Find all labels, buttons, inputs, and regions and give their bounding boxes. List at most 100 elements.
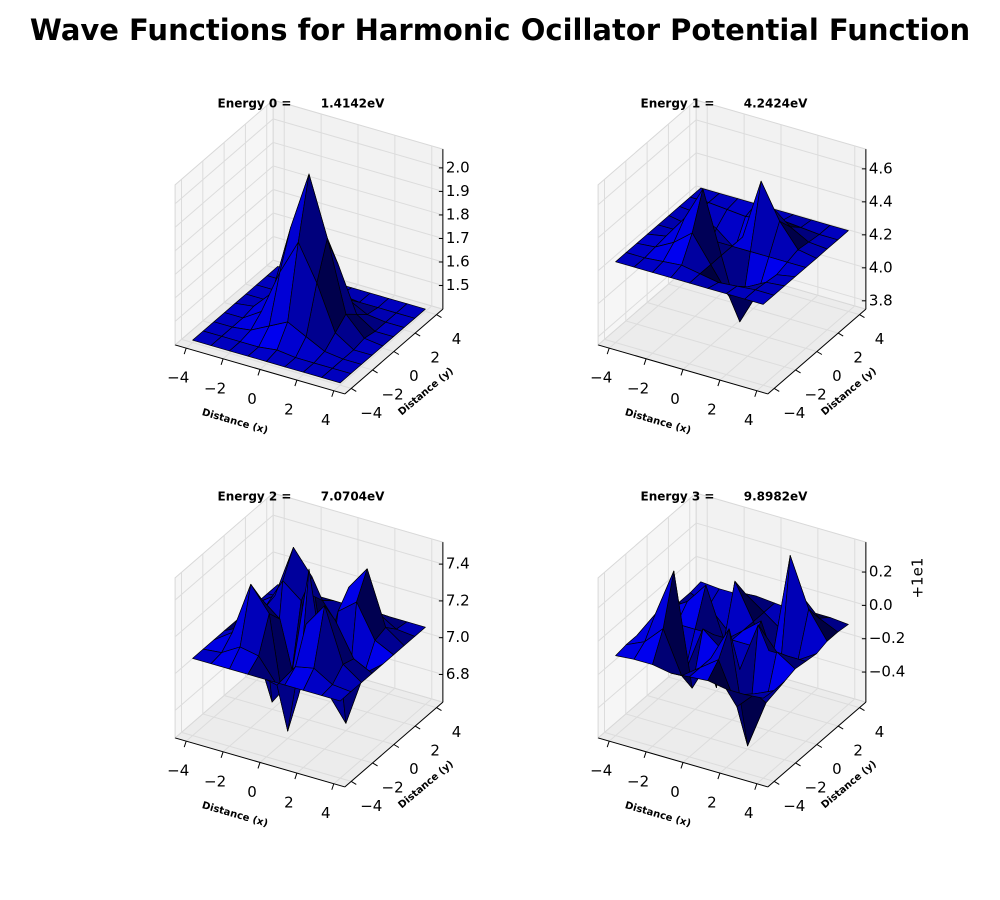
y-tick <box>414 725 421 730</box>
z-tick-label: 7.0 <box>446 628 470 646</box>
y-tick <box>436 707 442 712</box>
grid-line <box>597 152 697 239</box>
x-tick <box>294 379 298 387</box>
z-offset-label: +1e1 <box>908 558 926 599</box>
x-tick-label: −4 <box>590 762 612 780</box>
grid-line <box>695 152 867 203</box>
y-tick-label: −4 <box>783 797 805 815</box>
x-axis-label: Distance (x) <box>201 800 270 829</box>
x-tick-label: −4 <box>167 762 189 780</box>
z-tick-label: 1.7 <box>446 229 470 247</box>
z-tick-label: 4.0 <box>869 258 893 276</box>
grid-line <box>174 236 274 322</box>
x-tick-label: 2 <box>284 794 294 812</box>
y-tick <box>816 744 823 748</box>
x-tick <box>183 740 187 748</box>
y-tick-label: 4 <box>875 330 885 348</box>
x-tick <box>257 762 261 769</box>
y-tick <box>837 332 844 337</box>
grid-line <box>668 283 839 334</box>
z-tick-label: 7.4 <box>446 555 470 573</box>
x-tick-label: −2 <box>627 379 649 397</box>
y-tick <box>837 725 844 730</box>
z-tick-label: 1.8 <box>446 205 470 223</box>
z-tick-label: 0.0 <box>869 596 893 614</box>
x-tick <box>754 783 758 790</box>
x-tick <box>606 740 610 748</box>
grid-line <box>597 185 697 272</box>
grid-line <box>597 522 697 609</box>
z-tick-label: 0.2 <box>869 563 893 581</box>
y-tick-label: −4 <box>360 404 382 422</box>
x-tick <box>331 390 335 397</box>
x-tick <box>220 358 224 365</box>
y-axis-label: Distance (y) <box>397 759 456 811</box>
z-tick-label: 3.8 <box>869 291 893 309</box>
y-tick <box>351 387 357 392</box>
z-tick-label: 4.4 <box>869 192 893 210</box>
x-tick <box>606 347 610 355</box>
x-tick <box>220 751 224 758</box>
grid-line <box>174 118 274 205</box>
grid-line <box>272 118 444 169</box>
x-tick-label: 2 <box>284 401 294 419</box>
surface-patch <box>239 583 270 657</box>
subplot-title: Energy 0 = 1.4142eV <box>218 97 386 111</box>
surface-patch <box>282 547 313 601</box>
figure-title: Wave Functions for Harmonic Ocillator Po… <box>30 13 970 47</box>
z-tick-label: −0.4 <box>869 663 905 681</box>
x-tick-label: 2 <box>707 794 717 812</box>
grid-line <box>604 731 775 782</box>
surface-patch <box>321 684 352 702</box>
y-tick-label: −4 <box>783 404 805 422</box>
y-tick-label: 0 <box>832 367 842 385</box>
y-tick-label: 2 <box>853 742 863 760</box>
x-tick-label: −4 <box>590 369 612 387</box>
x-tick-label: −2 <box>627 772 649 790</box>
z-tick-label: 1.5 <box>446 276 470 294</box>
grid-line <box>174 212 274 299</box>
grid-line <box>695 185 867 236</box>
y-tick-label: −2 <box>382 778 404 796</box>
y-tick-label: 2 <box>853 349 863 367</box>
y-tick-label: 2 <box>430 742 440 760</box>
z-tick-label: 6.8 <box>446 665 470 683</box>
y-tick-label: 0 <box>409 760 419 778</box>
x-tick <box>294 772 298 780</box>
x-tick-label: 0 <box>247 783 257 801</box>
x-tick-label: 2 <box>707 401 717 419</box>
grid-line <box>695 119 867 170</box>
grid-line <box>695 522 867 573</box>
surface-patch <box>297 173 328 284</box>
x-tick <box>717 772 721 780</box>
y-axis-label: Distance (y) <box>397 366 456 418</box>
x-tick <box>643 751 647 758</box>
y-tick <box>774 780 780 785</box>
y-tick-label: 4 <box>452 330 462 348</box>
x-tick <box>717 379 721 387</box>
y-tick <box>372 369 378 374</box>
z-tick-label: 1.9 <box>446 182 470 200</box>
y-tick <box>816 351 823 355</box>
x-axis-label: Distance (x) <box>624 407 693 436</box>
y-tick-label: 0 <box>832 760 842 778</box>
z-tick-label: −0.2 <box>869 629 905 647</box>
grid-line <box>181 338 352 389</box>
grid-line <box>174 514 274 601</box>
x-tick-label: −4 <box>167 369 189 387</box>
y-tick <box>351 780 357 785</box>
grid-line <box>174 165 274 252</box>
grid-line <box>695 555 867 606</box>
x-tick <box>754 390 758 397</box>
z-tick-label: 2.0 <box>446 158 470 176</box>
y-tick <box>795 369 801 374</box>
z-tick-label: 4.2 <box>869 225 893 243</box>
y-tick-label: 4 <box>875 723 885 741</box>
x-tick-label: 0 <box>670 390 680 408</box>
x-tick <box>680 369 684 376</box>
grid-line <box>174 142 274 228</box>
grid-line <box>181 731 352 782</box>
y-tick <box>774 387 780 392</box>
